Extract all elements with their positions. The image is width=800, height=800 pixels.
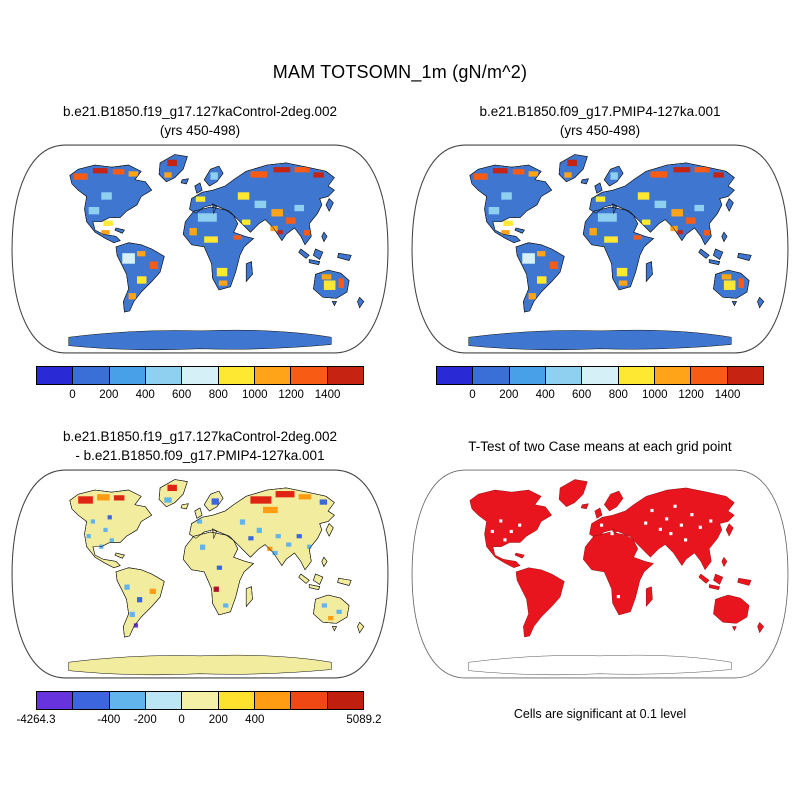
colorbar-tick-label: 200 [208, 714, 228, 726]
colorbar-tick-label: 0 [178, 714, 185, 726]
data-cells-layer [78, 484, 342, 628]
colorbar-tick-label: 800 [208, 389, 228, 401]
colorbar-segment [472, 367, 509, 384]
colorbar-segment [653, 367, 691, 384]
colorbar-tick-label: 1400 [714, 389, 741, 401]
colorbar-tick-label: 200 [499, 389, 519, 401]
figure-title: MAM TOTSOMN_1m (gN/m^2) [272, 62, 528, 82]
colorbar-segment [617, 367, 654, 384]
antarctica [68, 654, 332, 676]
panel-top-right-title: b.e21.B1850.f09_g17.PMIP4-127ka.001 (yrs… [480, 102, 721, 142]
colorbar-segment [290, 367, 327, 384]
antarctica [468, 329, 732, 351]
colorbar-segment [37, 692, 73, 709]
panel-title-line2: (yrs 450-498) [559, 123, 641, 138]
colorbar-segment [437, 367, 473, 384]
colorbar-segment [326, 367, 363, 384]
colorbar-segment [690, 367, 727, 384]
colorbar-tick-label: 800 [608, 389, 628, 401]
panel-grid: b.e21.B1850.f19_g17.127kaControl-2deg.00… [0, 102, 800, 730]
colorbar-segment [144, 367, 182, 384]
colorbar-segment [72, 367, 109, 384]
antarctica [68, 329, 332, 351]
colorbar-tick-label: 600 [572, 389, 592, 401]
colorbar-tick-label: -400 [97, 714, 121, 726]
colorbar-ticks: 0 200 400 600 800 1000 1200 1400 [436, 389, 764, 405]
panel-top-right: b.e21.B1850.f09_g17.PMIP4-127ka.001 (yrs… [400, 102, 800, 405]
colorbar-tick-label: 5089.2 [346, 714, 382, 726]
panel-bottom-right: T-Test of two Case means at each grid po… [400, 427, 800, 730]
antarctica [468, 654, 732, 676]
colorbar-tick-label: 600 [172, 389, 192, 401]
colorbar-tick-label: 1000 [241, 389, 268, 401]
colorbar-tick-label: 0 [69, 389, 76, 401]
colorbar-ticks: -4264.3 -400 -200 0 200 400 5089.2 [16, 714, 381, 730]
colorbar-tick-label: 400 [135, 389, 155, 401]
colorbar-segment [108, 367, 145, 384]
panel-title-line2: - b.e21.B1850.f09_g17.PMIP4-127ka.001 [75, 448, 325, 463]
significance-caption: Cells are significant at 0.1 level [513, 707, 687, 721]
colorbar-segment [181, 367, 218, 384]
colorbar-segment [181, 692, 218, 709]
colorbar-top-right: 0 200 400 600 800 1000 1200 1400 [436, 366, 764, 405]
colorbar-segment [544, 367, 582, 384]
panel-top-left-title: b.e21.B1850.f19_g17.127kaControl-2deg.00… [63, 102, 337, 142]
colorbar-segment [326, 692, 363, 709]
panel-title-line1: b.e21.B1850.f19_g17.127kaControl-2deg.00… [63, 104, 337, 120]
colorbar-tick-label: -4264.3 [16, 714, 56, 726]
colorbar-ticks: 0 200 400 600 800 1000 1200 1400 [36, 389, 364, 405]
colorbar-segment [144, 692, 182, 709]
map-top-left [11, 144, 389, 354]
panel-top-left: b.e21.B1850.f19_g17.127kaControl-2deg.00… [0, 102, 400, 405]
panel-bottom-left-title: b.e21.B1850.f19_g17.127kaControl-2deg.00… [63, 427, 337, 467]
non-significant-cells-layer [490, 504, 713, 599]
colorbar-strip [36, 691, 364, 710]
map-top-right [411, 144, 789, 354]
panel-title-line2: (yrs 450-498) [159, 123, 241, 138]
colorbar-segment [72, 692, 109, 709]
colorbar-tick-label: 1400 [314, 389, 341, 401]
colorbar-tick-label: 0 [469, 389, 476, 401]
map-bottom-right [411, 469, 789, 679]
colorbar-tick-label: 400 [535, 389, 555, 401]
colorbar-segment [290, 692, 327, 709]
map-bottom-left [11, 469, 389, 679]
colorbar-segment [253, 692, 291, 709]
colorbar-segment [253, 367, 291, 384]
colorbar-top-left: 0 200 400 600 800 1000 1200 1400 [36, 366, 364, 405]
colorbar-bottom-left: -4264.3 -400 -200 0 200 400 5089.2 [16, 691, 382, 730]
colorbar-segment [108, 692, 145, 709]
colorbar-segment [37, 367, 73, 384]
panel-title-line1: b.e21.B1850.f19_g17.127kaControl-2deg.00… [63, 429, 337, 445]
colorbar-strip [36, 366, 364, 385]
colorbar-tick-label: -200 [133, 714, 157, 726]
colorbar-tick-label: 1200 [278, 389, 304, 401]
colorbar-segment [726, 367, 763, 384]
colorbar-tick-label: 200 [99, 389, 119, 401]
colorbar-segment [581, 367, 618, 384]
colorbar-tick-label: 400 [245, 714, 265, 726]
colorbar-tick-label: 1000 [641, 389, 668, 401]
panel-title-line1: T-Test of two Case means at each grid po… [468, 438, 732, 454]
colorbar-strip [436, 366, 764, 385]
panel-title-line1: b.e21.B1850.f09_g17.PMIP4-127ka.001 [479, 104, 721, 120]
colorbar-segment [217, 367, 254, 384]
panel-bottom-right-title: T-Test of two Case means at each grid po… [468, 427, 731, 467]
colorbar-segment [508, 367, 545, 384]
panel-bottom-left: b.e21.B1850.f19_g17.127kaControl-2deg.00… [0, 427, 400, 730]
colorbar-segment [217, 692, 254, 709]
colorbar-tick-label: 1200 [678, 389, 704, 401]
